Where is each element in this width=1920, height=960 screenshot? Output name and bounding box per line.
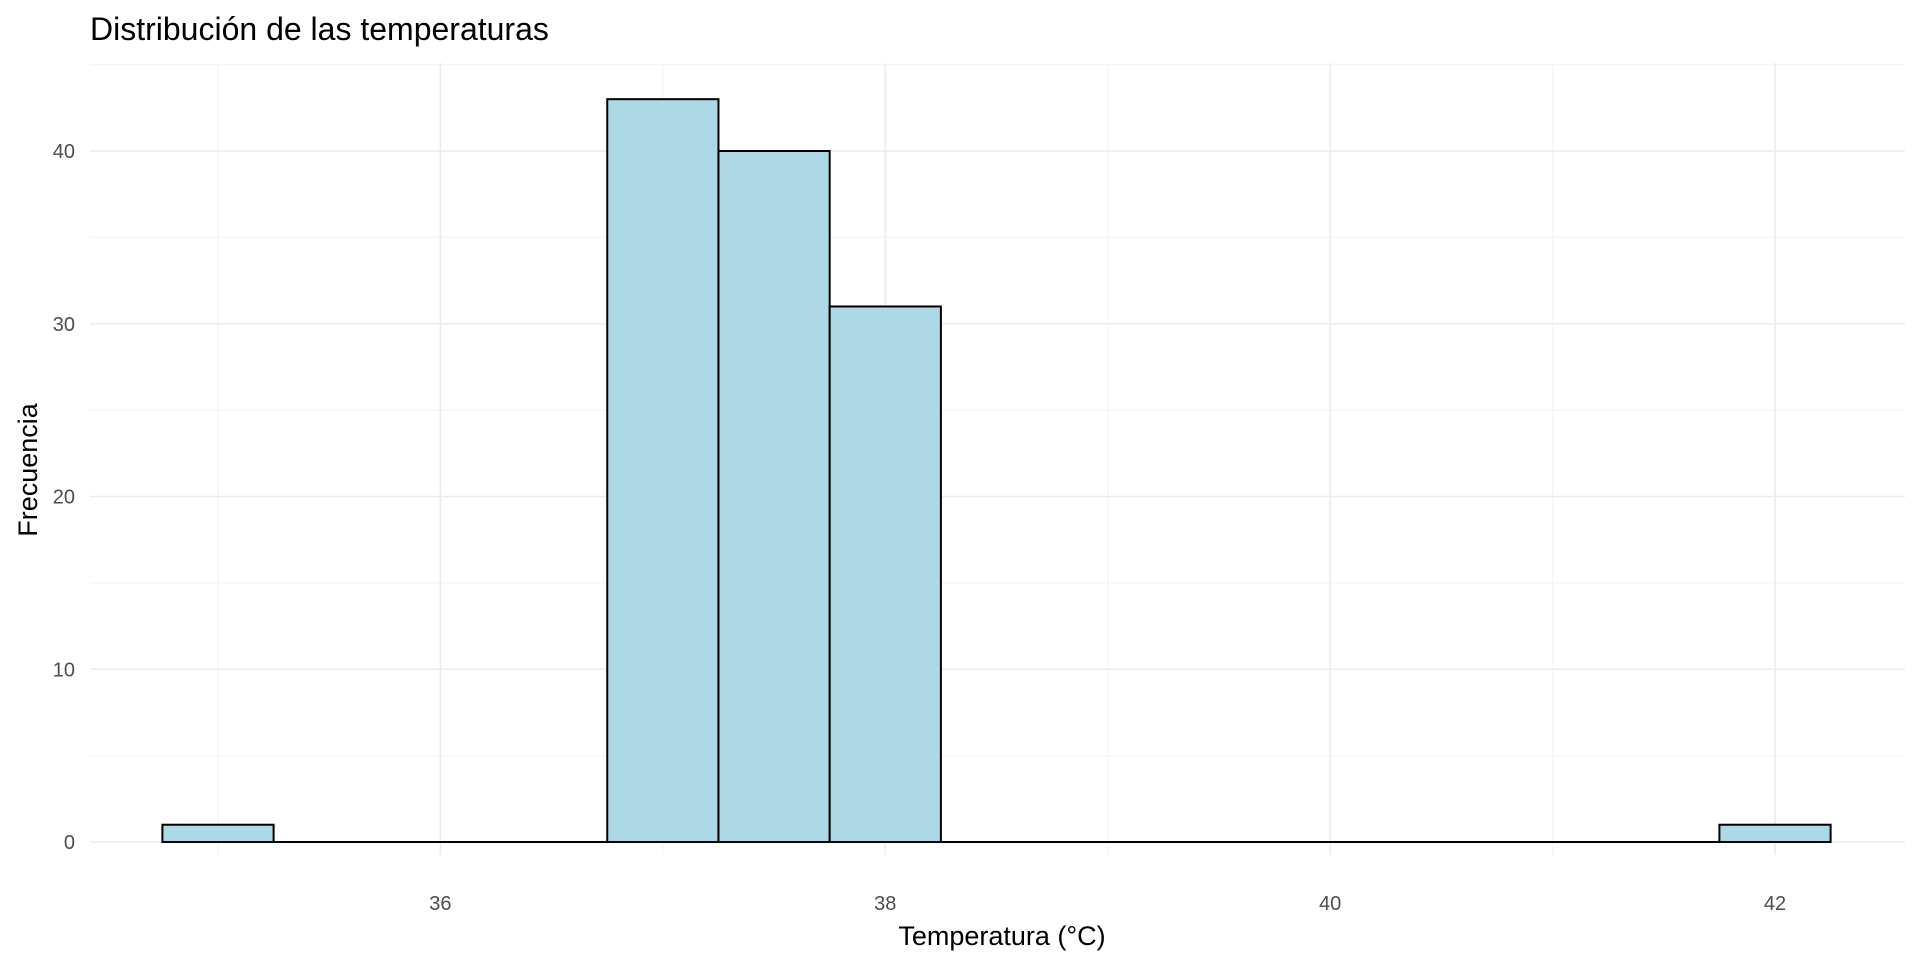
histogram-bar-6 xyxy=(828,305,942,844)
y-tick-label: 10 xyxy=(53,659,75,681)
chart-title: Distribución de las temperaturas xyxy=(90,11,549,47)
x-axis-title: Temperatura (°C) xyxy=(898,921,1105,951)
y-axis-tick-labels: 0 10 20 30 40 xyxy=(53,141,75,854)
histogram-bar-0 xyxy=(161,823,275,843)
x-tick-label: 38 xyxy=(874,893,896,915)
histogram-bars xyxy=(161,98,1832,844)
y-tick-label: 40 xyxy=(53,141,75,163)
histogram-bar-14 xyxy=(1718,823,1832,843)
x-tick-label: 36 xyxy=(429,893,451,915)
y-axis-title: Frecuencia xyxy=(13,402,43,537)
y-tick-label: 30 xyxy=(53,314,75,336)
x-tick-label: 40 xyxy=(1319,893,1341,915)
x-axis-tick-labels: 36 38 40 42 xyxy=(429,893,1786,915)
histogram-bar-4 xyxy=(606,98,720,844)
grid-lines xyxy=(90,63,1905,855)
y-tick-label: 20 xyxy=(53,487,75,509)
x-tick-label: 42 xyxy=(1764,893,1786,915)
y-tick-label: 0 xyxy=(64,832,75,854)
histogram-bar-5 xyxy=(717,150,831,843)
